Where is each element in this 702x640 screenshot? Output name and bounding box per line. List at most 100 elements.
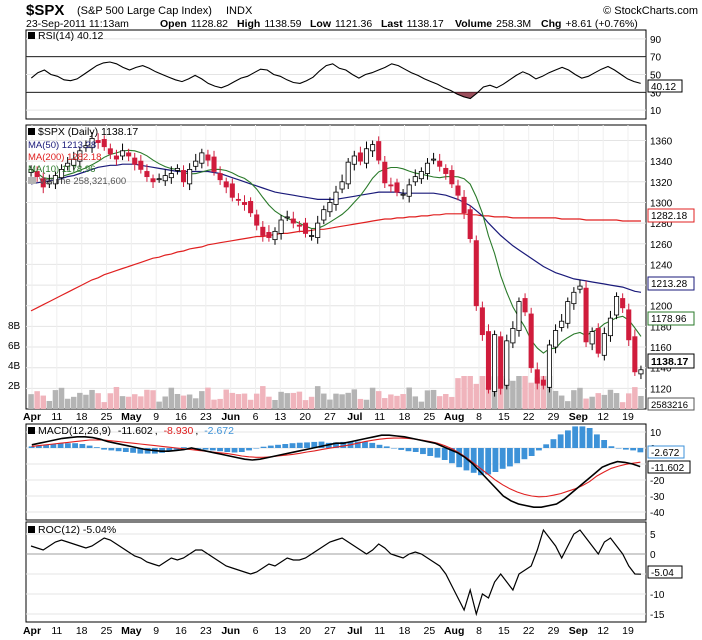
candle-body [235, 198, 241, 201]
axis-labels: 9070503010136013401320130012801260124012… [8, 35, 673, 637]
volume-bar [430, 389, 437, 409]
candle-body [412, 176, 418, 183]
macd-histogram-bar [275, 444, 281, 448]
candle-body [71, 158, 77, 166]
volume-badge: 2583216 [647, 397, 695, 411]
candle-body [632, 336, 638, 373]
macd-histogram-bar [362, 441, 368, 448]
volume-bar [95, 393, 101, 409]
candle-body [510, 328, 516, 344]
volume-bar [101, 402, 107, 409]
macd-histogram-bar [514, 448, 521, 464]
candle-body [126, 152, 132, 157]
price-tick-label: 1160 [650, 343, 672, 354]
roc-panel [25, 521, 647, 623]
volume-bar [34, 391, 40, 409]
volume-bar [192, 398, 199, 409]
gridlines [26, 38, 646, 615]
quote-open: Open 1128.82 [160, 18, 228, 30]
macd-histogram-bar [122, 448, 129, 452]
macd-hist-badge: -2.672 [647, 445, 685, 459]
macd-histogram-bar [354, 441, 361, 448]
macd-histogram-bar [586, 428, 593, 448]
bottom-date-label: Apr [23, 625, 41, 637]
candle-body [577, 285, 583, 290]
bottom-date-label: 25 [423, 625, 435, 637]
volume-bar [565, 401, 571, 409]
date-label: Jun [221, 411, 240, 423]
macd-tick-label: -40 [650, 508, 665, 519]
macd-histogram-bar [137, 448, 144, 454]
volume-bar [357, 398, 364, 409]
bottom-date-label: Sep [569, 625, 588, 637]
candle-body [516, 301, 522, 331]
chart-header: $SPX (S&P 500 Large Cap Index) INDX © St… [26, 2, 698, 30]
macd-histogram-bar [166, 448, 173, 452]
candle-body [46, 181, 52, 185]
macd-histogram-bar [217, 448, 223, 452]
candle-body [443, 167, 449, 174]
macd-histogram-bar [456, 448, 463, 468]
macd-histogram-bar [93, 447, 100, 448]
macd-hist-badge-text: -2.672 [651, 448, 680, 459]
volume-bar [601, 394, 608, 409]
macd-histogram-bar [521, 448, 528, 460]
date-label: 9 [153, 411, 159, 423]
volume-bar [83, 394, 89, 409]
symbol-title: $SPX [26, 2, 64, 19]
volume-bar [308, 396, 315, 409]
macd-histogram-bar [572, 426, 579, 448]
candle-body [394, 182, 400, 193]
candle-body [528, 313, 534, 369]
candle-body [626, 309, 632, 341]
rsi-tick-label: 90 [650, 35, 662, 46]
candle-body [540, 379, 546, 386]
bottom-date-label: 18 [76, 625, 88, 637]
bottom-date-label: 20 [299, 625, 311, 637]
volume-bar [388, 394, 394, 409]
price-tick-label: 1200 [650, 302, 673, 313]
macd-legend: MACD(12,26,9) -11.602, -8.930, -2.672 [28, 425, 234, 437]
volume-bar [467, 376, 473, 409]
ma200-line [30, 213, 641, 312]
volume-bar [217, 398, 223, 409]
macd-histogram-bar [499, 448, 506, 469]
price-tick-label: 1180 [650, 322, 672, 333]
candle-body [174, 167, 180, 171]
bottom-date-label: 25 [101, 625, 113, 637]
macd-histogram-bar [398, 448, 405, 450]
date-label: 22 [523, 411, 535, 423]
volume-bar [363, 399, 370, 409]
rsi-tick-label: 50 [650, 71, 662, 82]
date-label: 15 [498, 411, 510, 423]
macd-signal-line [31, 437, 641, 498]
candle-body [229, 183, 235, 198]
volume-bar [449, 396, 455, 409]
macd-tick-label: -20 [650, 476, 665, 487]
candle-body [424, 162, 431, 174]
candle-body [34, 171, 40, 178]
volume-bar [443, 394, 449, 409]
macd-histogram-bar [57, 443, 64, 448]
macd-histogram-bar [478, 448, 484, 476]
legend-ma10: MA(10) 1178.96 [28, 164, 95, 175]
candle-body [28, 169, 34, 173]
macd-histogram-bar [427, 448, 434, 456]
roc-legend-swatch [28, 526, 35, 533]
volume-bar [89, 389, 95, 409]
candle-body [193, 160, 199, 167]
candle-body [162, 175, 168, 182]
volume-bar [260, 386, 266, 409]
volume-legend-swatch [28, 177, 36, 184]
macd-histogram-bar [86, 445, 93, 448]
candle-body [107, 148, 113, 155]
volume-bar [131, 394, 138, 409]
candle-body [83, 145, 89, 149]
candle-body [406, 184, 412, 197]
candle-body [260, 226, 266, 236]
volume-bar [400, 394, 406, 409]
date-label: May [121, 411, 142, 423]
macd-histogram-bar [528, 448, 535, 456]
volume-bar [162, 396, 168, 409]
candle-body [180, 170, 187, 183]
